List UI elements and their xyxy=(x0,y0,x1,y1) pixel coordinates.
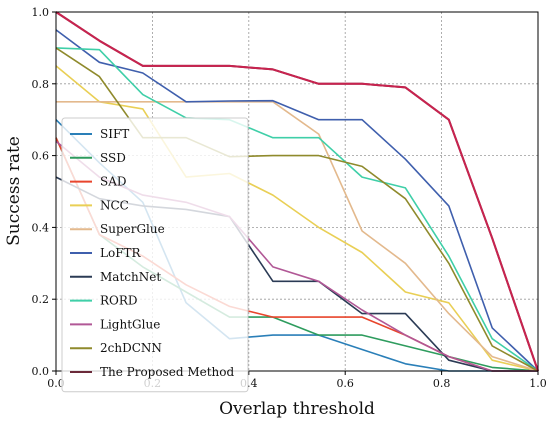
legend-label: The Proposed Method xyxy=(100,365,235,379)
x-tick-label: 0.6 xyxy=(336,377,354,390)
y-tick-label: 0.4 xyxy=(32,221,50,234)
y-tick-label: 0.2 xyxy=(32,293,50,306)
legend-label: SIFT xyxy=(100,127,129,141)
series-line-rord xyxy=(55,47,539,372)
legend-label: 2chDCNN xyxy=(100,341,162,355)
legend-label: SAD xyxy=(100,175,127,189)
y-tick-label: 0.0 xyxy=(32,365,50,378)
legend-label: RORD xyxy=(100,294,138,308)
series-layer xyxy=(55,11,539,372)
legend-label: SuperGlue xyxy=(100,222,165,236)
y-axis-title: Success rate xyxy=(4,136,24,246)
legend-box xyxy=(61,117,249,393)
series-line-ncc xyxy=(55,65,539,372)
legend-label: MatchNet xyxy=(100,270,161,284)
x-tick-label: 0.8 xyxy=(433,377,451,390)
plot-frame xyxy=(55,11,539,372)
y-tick-label: 0.6 xyxy=(32,150,50,163)
legend-label: LoFTR xyxy=(100,246,142,260)
legend: SIFT SSD SAD NCC SuperGlue LoFTR MatchNet RORD L… xyxy=(61,117,249,393)
x-tick-label: 1.0 xyxy=(529,377,547,390)
x-axis-title: Overlap threshold xyxy=(219,399,375,419)
series-line-loftr xyxy=(55,29,539,372)
series-line-the-proposed-method-highlight xyxy=(55,11,539,372)
y-tick-label: 1.0 xyxy=(32,6,50,19)
legend-label: NCC xyxy=(100,198,129,212)
x-tick-label: 0.0 xyxy=(47,377,65,390)
legend-label: LightGlue xyxy=(100,317,160,331)
legend-label: SSD xyxy=(100,151,126,165)
y-tick-label: 0.8 xyxy=(32,78,50,91)
series-line-superglue xyxy=(56,101,539,372)
